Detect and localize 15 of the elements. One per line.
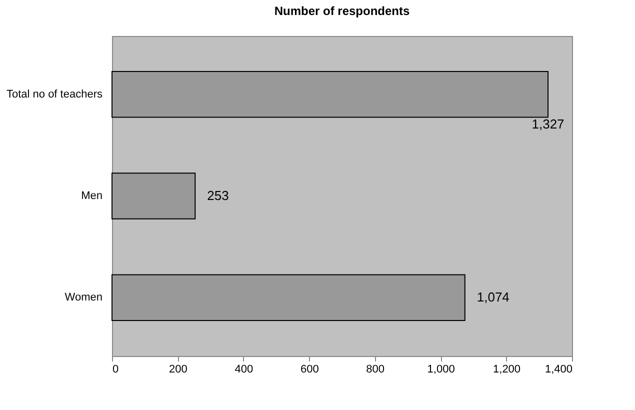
data-label: 253 xyxy=(207,188,229,203)
y-tick-label: Total no of teachers xyxy=(6,88,103,100)
x-tick-label: 1,200 xyxy=(493,364,521,376)
x-tick-label: 400 xyxy=(234,364,254,376)
x-tick-label: 600 xyxy=(300,364,319,376)
y-tick-label: Women xyxy=(64,292,102,304)
data-label: 1,327 xyxy=(532,116,564,132)
chart-title: Number of respondents xyxy=(274,4,410,18)
x-tick-label: 800 xyxy=(366,364,385,376)
x-tick-label: 1,000 xyxy=(427,364,455,376)
data-label: 1,074 xyxy=(476,290,510,305)
x-tick-label: 0 xyxy=(112,364,119,376)
x-tick-label: 1,400 xyxy=(544,364,572,376)
x-tick-label: 200 xyxy=(169,364,188,376)
y-tick-label: Men xyxy=(81,190,102,202)
